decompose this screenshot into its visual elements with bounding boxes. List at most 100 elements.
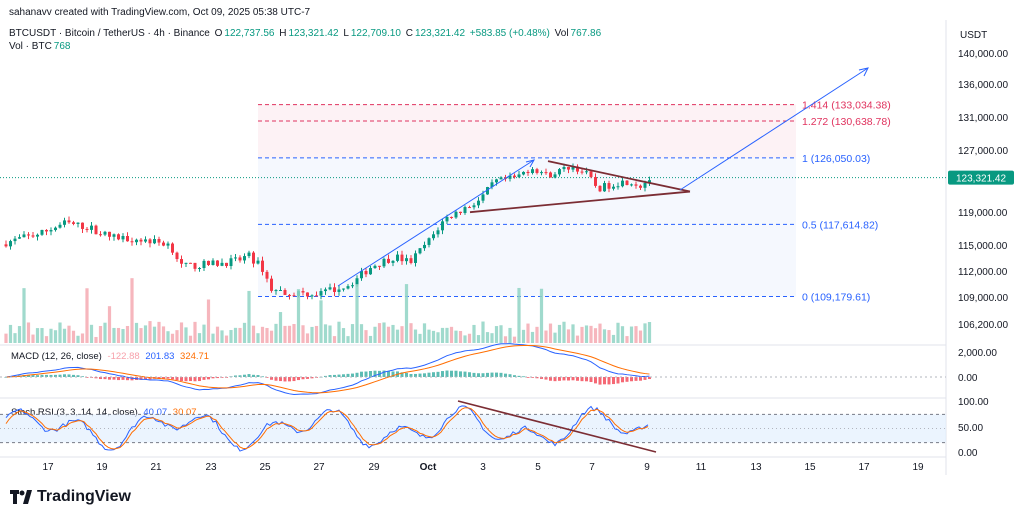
macd-hist-bar [643, 377, 647, 380]
candle-body [526, 171, 530, 174]
candle-body [315, 295, 318, 297]
volume-bar [116, 327, 121, 343]
candle-body [324, 289, 327, 292]
volume-bar [391, 324, 395, 343]
volume-bar [242, 322, 247, 343]
volume-bar [274, 323, 278, 343]
macd-hist-bar [486, 372, 489, 377]
volume-bar [148, 321, 152, 343]
candle-body [144, 239, 147, 242]
volume-bar [557, 324, 562, 343]
candle-body [481, 194, 485, 201]
candle-body [81, 222, 84, 229]
candle-body [639, 185, 642, 188]
candle-body [171, 243, 174, 253]
candle-body [139, 239, 143, 242]
macd-line [5, 343, 650, 396]
time-tick-label: 13 [750, 462, 762, 473]
volume-bar [422, 323, 427, 343]
stoch-tick-label: 50.00 [958, 423, 983, 434]
symbol-info[interactable]: BTCUSDT · Bitcoin / TetherUS · 4h · Bina… [9, 28, 210, 39]
candle-body [342, 288, 345, 290]
macd-hist-bar [648, 377, 651, 380]
candle-body [166, 243, 170, 246]
price-tick-label: 127,000.00 [958, 146, 1008, 157]
macd-label: MACD (12, 26, close) [11, 351, 102, 362]
macd-legend[interactable]: MACD (12, 26, close) -122.88 201.83 324.… [11, 351, 212, 362]
volume-bar [368, 335, 373, 343]
price-tick-label: 106,200.00 [958, 320, 1008, 331]
macd-hist-bar [67, 374, 71, 377]
volume-bar [125, 325, 130, 343]
volume-bar [170, 333, 175, 343]
macd-hist-bar [580, 377, 584, 382]
volume-bar [323, 324, 328, 343]
macd-hist-bar [238, 375, 242, 377]
vol-label: Vol [554, 28, 569, 39]
volume-bar [89, 324, 94, 343]
candle-body [193, 262, 197, 269]
high-label: H [279, 28, 287, 39]
volume-bar [44, 336, 49, 343]
volume-bar [530, 331, 535, 343]
volume-bar [499, 325, 503, 343]
macd-hist-bar [103, 377, 107, 380]
time-tick-label: 7 [589, 462, 595, 473]
volume-bar [287, 325, 292, 343]
price-tick-label: 140,000.00 [958, 49, 1008, 60]
macd-hist-bar [58, 374, 62, 377]
macd-hist-bar [522, 376, 525, 378]
triangle-lower-trendline [469, 190, 691, 214]
macd-hist-bar [40, 374, 44, 377]
candle-body [153, 239, 156, 244]
macd-hist-bar [270, 377, 273, 380]
candle-body [427, 238, 431, 245]
macd-hist-bar [603, 377, 606, 385]
candle-body [265, 271, 269, 279]
candle-body [445, 216, 449, 222]
volume-bar [364, 330, 368, 343]
candle-body [544, 172, 548, 174]
stoch-legend[interactable]: Stoch RSI (3, 3, 14, 14, close) 40.07 30… [11, 407, 200, 418]
volume-bar [584, 325, 589, 343]
volume-bar [229, 330, 233, 343]
price-tick-label: 115,000.00 [958, 241, 1008, 252]
candle-body [621, 180, 624, 187]
macd-hist-bar [216, 377, 219, 379]
macd-hist-bar [63, 374, 66, 377]
macd-hist-bar [94, 377, 98, 379]
candle-body [405, 258, 408, 262]
macd-hist-bar [454, 370, 458, 377]
stoch-d-value: 30.07 [172, 407, 197, 418]
vol2-value: 768 [53, 41, 71, 52]
volume-bar [22, 288, 26, 343]
volume-bar [188, 335, 193, 343]
macd-hist-bar [54, 374, 57, 377]
macd-hist-bar [157, 377, 161, 379]
macd-hist-bar [409, 374, 413, 377]
candle-body [468, 207, 471, 209]
macd-hist-bar [445, 370, 449, 377]
candle-body [391, 260, 395, 263]
volume-bar [161, 326, 166, 343]
vol2-label: Vol · BTC [9, 41, 52, 52]
volume-bar [404, 284, 409, 343]
candle-body [175, 252, 179, 260]
candle-body [310, 295, 314, 297]
macd-tick-label: 2,000.00 [958, 348, 997, 359]
macd-hist-bar [297, 377, 300, 381]
last-price-tag [948, 170, 1014, 185]
macd-hist-bar [189, 377, 192, 382]
time-tick-label: 9 [644, 462, 650, 473]
time-tick-label: 5 [535, 462, 541, 473]
candle-body [72, 222, 75, 224]
macd-hist-bar [535, 377, 539, 379]
candle-body [378, 265, 381, 267]
candle-body [414, 253, 417, 263]
macd-hist-bar [180, 377, 183, 382]
fib-level-label: 0 (109,179.61) [802, 291, 870, 303]
macd-hist-bar [432, 372, 435, 377]
volume-bar [71, 330, 76, 343]
candle-body [40, 229, 44, 235]
